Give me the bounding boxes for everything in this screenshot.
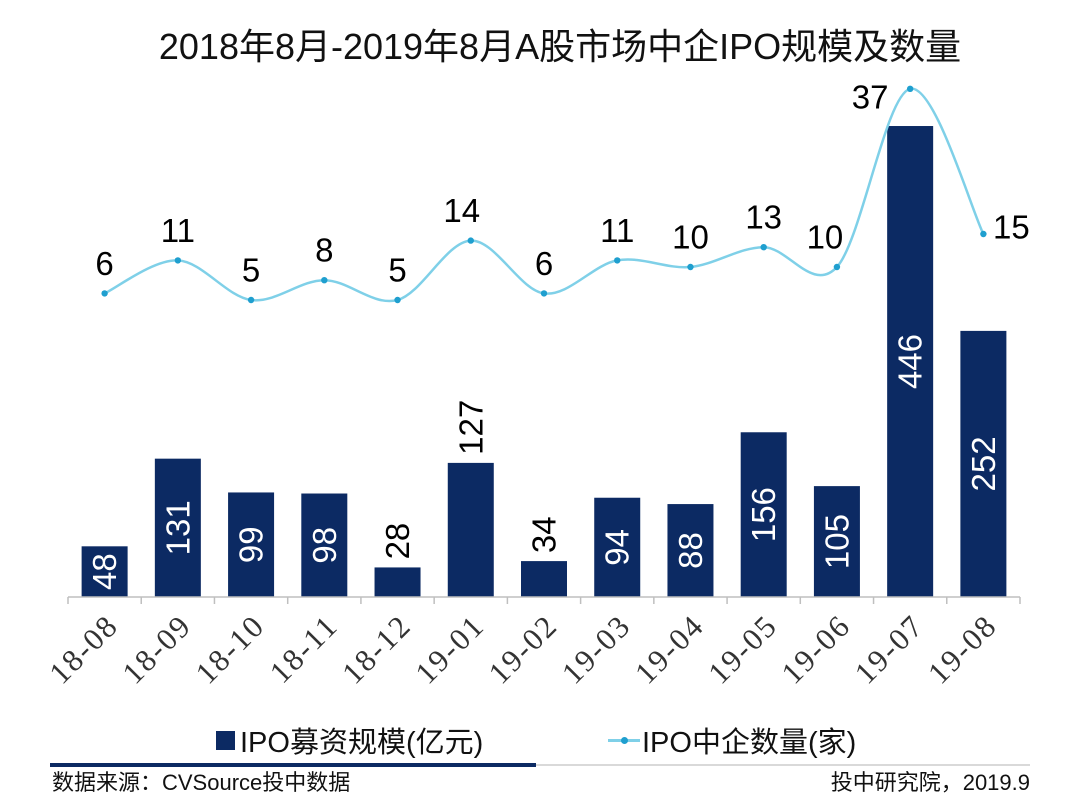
x-tick-label-18-10: 18-10 [188, 608, 271, 691]
bar-18-12 [374, 567, 421, 597]
x-tick-label-19-06: 19-06 [774, 608, 857, 691]
line-value-label-18-09: 11 [161, 212, 195, 249]
bar-19-07 [887, 126, 934, 598]
line-point-18-10 [247, 296, 255, 304]
line-point-18-11 [321, 277, 328, 284]
legend-label-bar: IPO募资规模(亿元) [240, 727, 484, 759]
line-point-19-08 [980, 230, 987, 238]
line-value-label-19-02: 6 [535, 245, 553, 282]
x-tick-label-18-11: 18-11 [263, 608, 345, 690]
legend-line-marker-icon [608, 736, 640, 744]
bar-data-labels: 48 131 99 98 28 127 34 94 88 156 105 446 252 [86, 334, 1002, 590]
line-point-19-05 [760, 244, 767, 251]
bar-value-label-19-02: 34 [526, 516, 563, 553]
legend-label-line: IPO中企数量(家) [642, 727, 857, 759]
x-tick-label-19-03: 19-03 [555, 608, 638, 691]
x-tick-label-18-08: 18-08 [42, 608, 125, 691]
line-point-18-09 [174, 257, 182, 264]
bar-value-label-19-05: 156 [745, 487, 782, 542]
x-tick-label-19-04: 19-04 [628, 608, 711, 691]
line-point-19-01 [467, 237, 474, 244]
line-point-19-06 [833, 263, 841, 271]
bar-value-label-19-08: 252 [965, 436, 1002, 491]
x-tick-label-18-09: 18-09 [115, 608, 198, 691]
line-value-label-18-11: 8 [315, 232, 333, 269]
bar-value-label-18-08: 48 [86, 553, 123, 590]
footer-credit: 投中研究院，2019.9 [830, 770, 1030, 795]
line-value-label-18-12: 5 [388, 252, 406, 289]
line-value-label-19-01: 14 [443, 192, 480, 229]
line-series-path [104, 87, 985, 303]
combo-chart: 18-0818-0918-1018-1118-1219-0119-0219-03… [42, 78, 1030, 691]
line-value-label-19-04: 10 [672, 219, 709, 256]
bar-18-11 [301, 493, 348, 597]
bar-value-label-19-01: 127 [452, 400, 489, 455]
bar-value-label-18-09: 131 [159, 500, 196, 555]
line-value-label-19-03: 11 [600, 212, 634, 249]
bar-value-label-18-12: 28 [379, 523, 416, 560]
bar-series [81, 126, 1007, 598]
legend-item-bar: IPO募资规模(亿元) [216, 721, 483, 759]
bar-18-09 [154, 458, 201, 597]
line-value-label-19-07: 37 [852, 78, 889, 115]
bar-value-label-18-10: 99 [233, 526, 270, 563]
x-tick-label-19-01: 19-01 [408, 608, 491, 691]
legend-swatch-bar-icon [216, 730, 235, 750]
bar-value-label-19-04: 88 [672, 532, 709, 569]
bar-18-10 [228, 492, 275, 597]
footer-rule-dark [50, 763, 536, 767]
bar-19-03 [594, 497, 641, 597]
line-value-label-19-06: 10 [807, 219, 844, 256]
bar-19-02 [521, 561, 567, 597]
x-axis: 18-0818-0918-1018-1118-1219-0119-0219-03… [42, 596, 1021, 691]
line-point-19-03 [614, 257, 621, 264]
line-point-19-04 [687, 263, 694, 271]
bar-19-05 [740, 432, 787, 597]
bar-18-08 [81, 546, 128, 597]
footer-source: 数据来源：CVSource投中数据 [52, 770, 351, 795]
x-tick-label-19-05: 19-05 [701, 608, 784, 691]
bar-value-label-19-03: 94 [599, 529, 636, 566]
line-point-19-07 [906, 85, 914, 93]
bar-19-06 [813, 486, 860, 597]
line-series [101, 85, 987, 304]
legend-item-line: IPO中企数量(家) [608, 721, 856, 759]
line-point-19-02 [540, 290, 548, 297]
footer-rule-light [536, 764, 1030, 766]
line-value-label-19-08: 15 [993, 209, 1030, 246]
line-value-label-18-10: 5 [242, 252, 260, 289]
x-tick-label-19-02: 19-02 [481, 608, 564, 691]
x-tick-label-18-12: 18-12 [335, 608, 418, 691]
line-value-label-18-08: 6 [95, 245, 113, 282]
line-value-label-19-05: 13 [745, 199, 782, 236]
legend-dot-icon [621, 736, 628, 744]
x-tick-label-19-07: 19-07 [848, 608, 931, 691]
bar-value-label-18-11: 98 [306, 527, 343, 564]
bar-value-label-19-06: 105 [818, 514, 855, 569]
x-tick-label-19-08: 19-08 [921, 608, 1004, 691]
line-point-18-12 [394, 296, 401, 304]
bar-19-01 [447, 462, 494, 597]
line-point-18-08 [101, 290, 108, 297]
bar-19-08 [960, 330, 1007, 597]
bar-value-label-19-07: 446 [892, 334, 929, 389]
line-data-labels: 6 11 5 8 5 14 6 11 10 13 10 37 15 [95, 78, 1029, 288]
chart-title: 2018年8月-2019年8月A股市场中企IPO规模及数量 [158, 26, 962, 67]
bar-19-04 [667, 504, 714, 597]
